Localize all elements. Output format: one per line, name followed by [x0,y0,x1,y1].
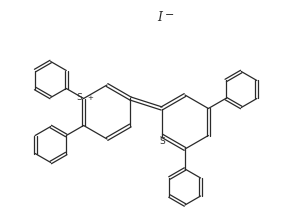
Text: S: S [160,136,165,145]
Text: −: − [165,10,175,20]
Text: I: I [158,11,162,24]
Text: +: + [88,95,94,101]
Text: S: S [77,93,83,102]
